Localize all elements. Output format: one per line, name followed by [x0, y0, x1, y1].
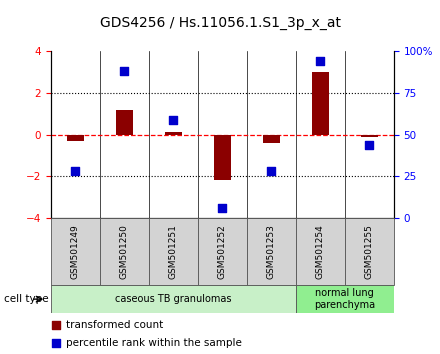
Text: GSM501250: GSM501250 — [120, 224, 128, 279]
Bar — [361, 135, 378, 137]
Bar — [66, 135, 84, 141]
Text: GSM501252: GSM501252 — [218, 224, 227, 279]
Bar — [345, 218, 394, 285]
Text: GSM501249: GSM501249 — [70, 224, 80, 279]
Text: percentile rank within the sample: percentile rank within the sample — [66, 338, 242, 348]
Text: transformed count: transformed count — [66, 320, 163, 330]
Point — [72, 168, 79, 174]
Point — [121, 68, 128, 74]
Bar — [51, 218, 99, 285]
Text: GDS4256 / Hs.11056.1.S1_3p_x_at: GDS4256 / Hs.11056.1.S1_3p_x_at — [99, 16, 341, 30]
Point — [317, 58, 324, 64]
Point — [265, 259, 272, 265]
Text: GSM501253: GSM501253 — [267, 224, 276, 279]
Bar — [149, 218, 198, 285]
Point — [268, 168, 275, 174]
Point — [219, 205, 226, 211]
Point — [265, 98, 272, 104]
Bar — [51, 285, 296, 313]
Text: caseous TB granulomas: caseous TB granulomas — [115, 294, 231, 304]
Point — [170, 117, 177, 122]
Bar — [198, 218, 247, 285]
Bar — [214, 135, 231, 180]
Bar — [99, 218, 149, 285]
Bar — [165, 132, 182, 135]
Bar — [312, 72, 329, 135]
Bar — [296, 218, 345, 285]
Text: GSM501255: GSM501255 — [365, 224, 374, 279]
Text: normal lung
parenchyma: normal lung parenchyma — [314, 288, 375, 310]
Bar — [263, 135, 280, 143]
Bar — [247, 218, 296, 285]
Bar — [296, 285, 394, 313]
Point — [366, 142, 373, 147]
Text: GSM501251: GSM501251 — [169, 224, 178, 279]
Bar — [116, 110, 133, 135]
Text: GSM501254: GSM501254 — [316, 224, 325, 279]
Text: cell type: cell type — [4, 294, 49, 304]
